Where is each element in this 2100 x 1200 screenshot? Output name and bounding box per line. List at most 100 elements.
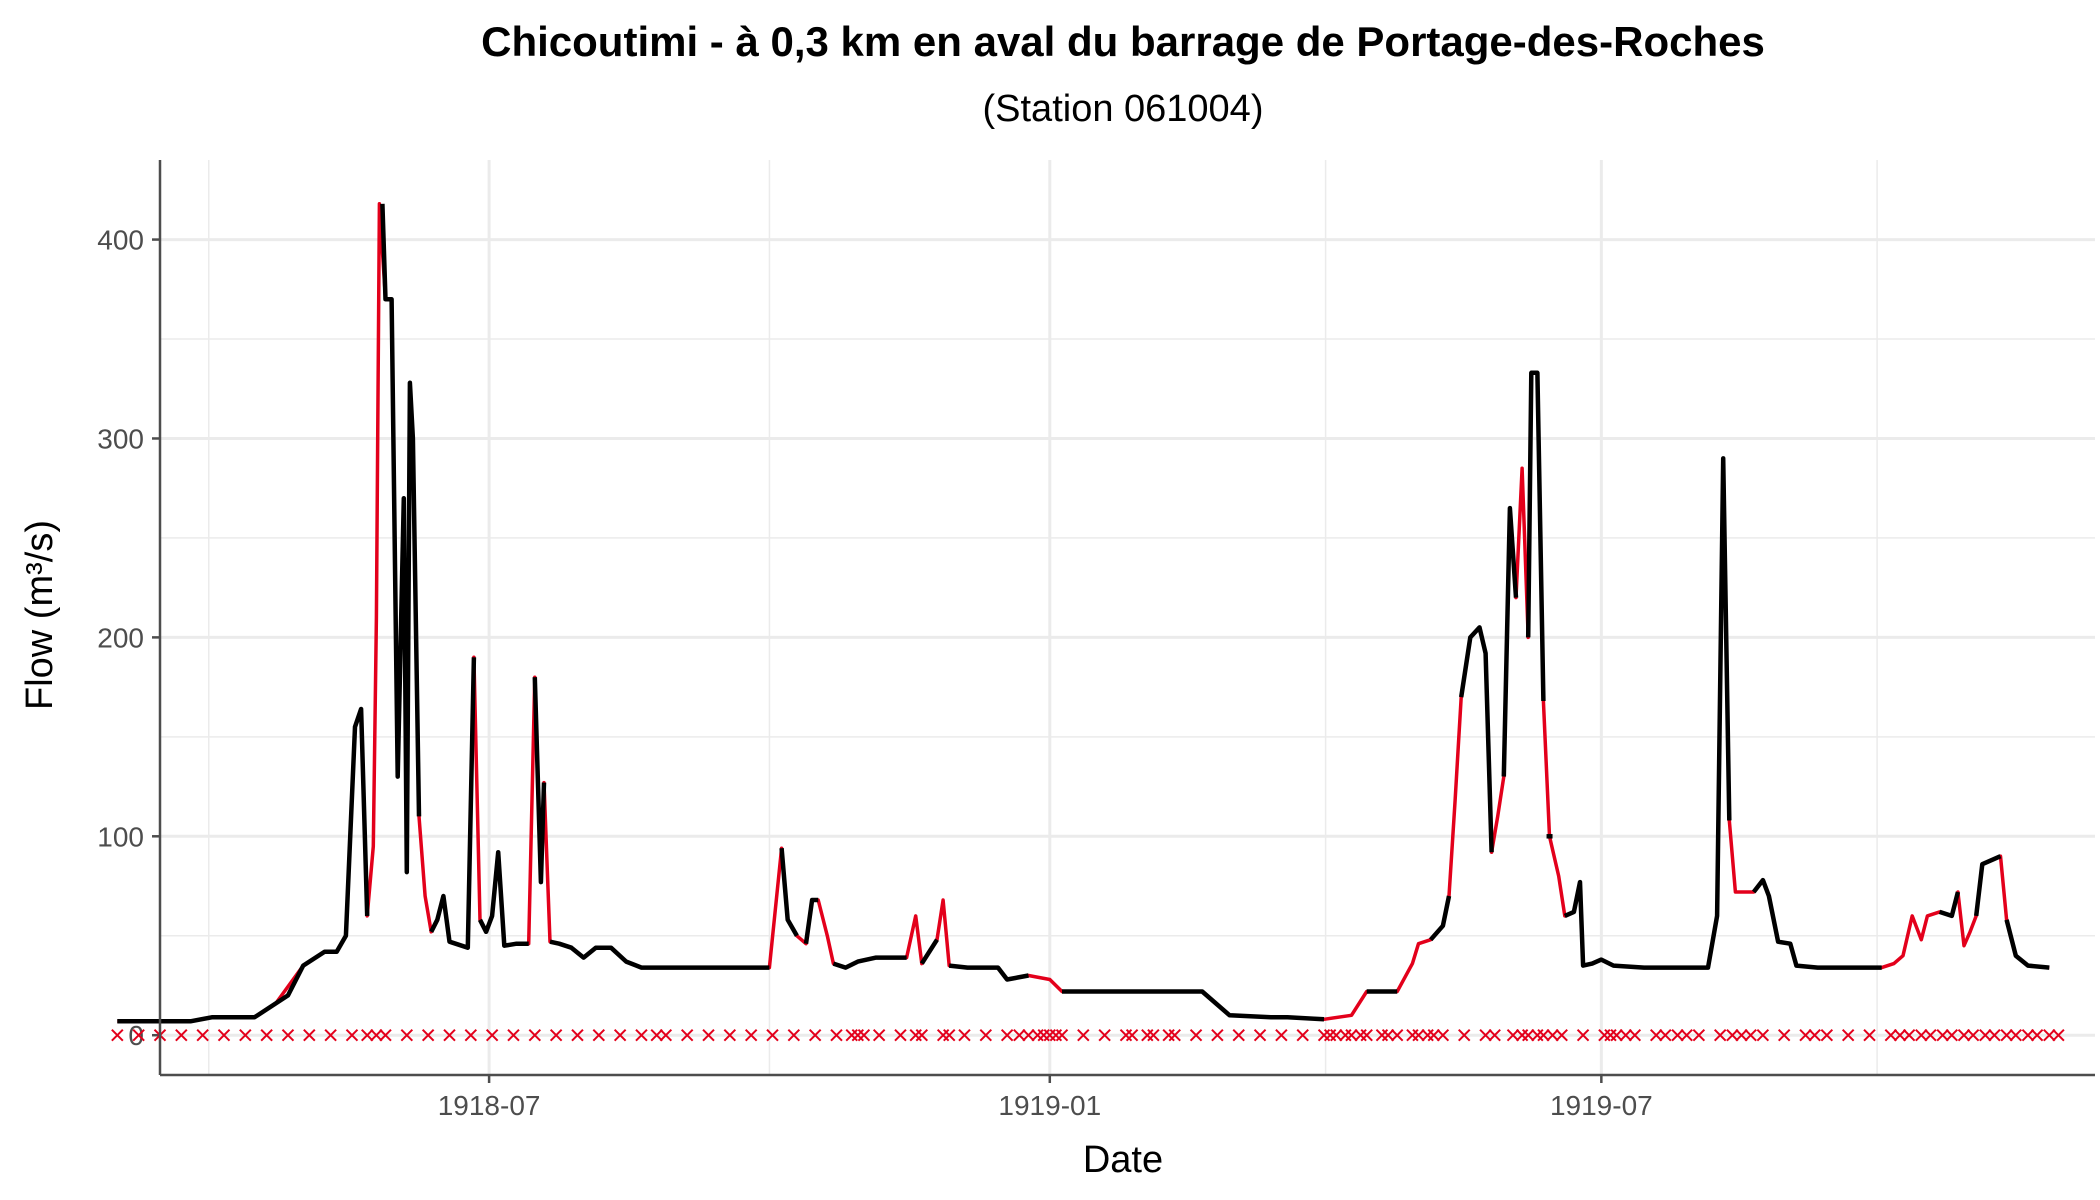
missing-data-marker [702,1029,715,1042]
missing-data-marker [744,1029,758,1042]
missing-data-marker [370,1029,383,1042]
missing-data-marker [1915,1029,1928,1042]
missing-data-marker [1522,1029,1535,1042]
missing-data-marker [1841,1029,1855,1042]
missing-data-marker [857,1029,871,1042]
missing-data-marker [723,1029,737,1042]
series-line-black [1062,989,1325,1022]
missing-data-marker [1979,1029,1992,1042]
missing-data-marker [1360,1029,1373,1042]
missing-data-marker [1055,1029,1069,1042]
missing-data-marker [443,1029,456,1042]
series-line-black [1458,625,1494,853]
series-line-black [832,955,907,970]
x-tick-label: 1919-01 [998,1090,1101,1121]
series-line-black [1938,891,1961,919]
missing-data-marker [1924,1029,1937,1042]
series-line-black [117,706,370,1024]
missing-data-marker [1726,1029,1739,1042]
missing-data-marker [361,1029,374,1042]
missing-data-marker [1555,1029,1568,1042]
missing-data-marker [894,1029,907,1042]
missing-data-marker [1893,1029,1907,1042]
series-line-black [429,657,477,950]
y-tick-label: 300 [97,423,144,454]
missing-data-marker [421,1029,435,1042]
missing-data-marker [1436,1029,1450,1042]
missing-data-marker [1649,1029,1663,1042]
missing-data-marker [1546,1029,1559,1042]
missing-data-marker [196,1029,209,1042]
missing-data-marker [1253,1029,1267,1042]
missing-data-marker [1330,1029,1343,1042]
missing-data-marker [1988,1029,2001,1042]
missing-data-marker [1820,1029,1834,1042]
series-line-black [549,939,770,970]
missing-data-marker [111,1029,124,1042]
missing-data-marker [613,1029,627,1042]
series-line-black [803,897,819,945]
missing-data-marker [1232,1029,1245,1042]
missing-data-marker [2043,1029,2056,1042]
missing-data-marker [2009,1029,2022,1042]
missing-data-marker [303,1029,316,1042]
missing-data-marker [2000,1029,2013,1042]
missing-data-marker [979,1029,993,1042]
missing-data-marker [345,1029,359,1042]
missing-data-marker [1692,1029,1706,1042]
missing-data-marker [2052,1029,2065,1042]
missing-data-marker [872,1029,886,1042]
y-tick-label: 200 [97,622,144,653]
missing-data-marker [1628,1029,1642,1042]
missing-data-marker [1799,1029,1812,1042]
missing-data-marker [1671,1029,1684,1042]
missing-data-marker [1713,1029,1727,1042]
missing-data-marker [659,1029,673,1042]
missing-data-marker [239,1029,252,1042]
series-line-black [477,849,529,948]
marker-layer [111,1029,2065,1042]
series-line-black [1501,505,1519,777]
axis-ticks: 0 100 200 300 400 1918-07 1919-01 1919-07 [97,225,1652,1121]
missing-data-marker [1479,1029,1492,1042]
series-line-black [1525,370,1546,702]
missing-data-marker [2030,1029,2044,1042]
missing-data-marker [1168,1029,1181,1042]
missing-data-marker [1735,1029,1748,1042]
missing-data-marker [808,1029,822,1042]
missing-data-marker [217,1029,231,1042]
series-line-black [948,963,1029,982]
missing-data-marker [1381,1029,1395,1042]
missing-data-marker [1211,1029,1224,1042]
missing-data-marker [528,1029,542,1042]
x-tick-label: 1918-07 [438,1090,541,1121]
missing-data-marker [324,1029,337,1042]
missing-data-marker [1537,1029,1550,1042]
missing-data-marker [485,1029,499,1042]
chart-title: Chicoutimi - à 0,3 km en aval du barrage… [481,18,1765,65]
missing-data-marker [1013,1029,1026,1042]
missing-data-marker [680,1029,694,1042]
missing-data-marker [549,1029,563,1042]
missing-data-marker [958,1029,971,1042]
missing-data-marker [1022,1029,1035,1042]
missing-data-marker [1936,1029,1949,1042]
missing-data-marker [571,1029,584,1042]
missing-data-marker [1488,1029,1501,1042]
missing-data-marker [1506,1029,1520,1042]
missing-data-marker [1125,1029,1139,1042]
missing-data-marker [1945,1029,1958,1042]
series-line-black [2004,919,2050,970]
missing-data-marker [1412,1029,1425,1042]
missing-data-marker [1345,1029,1358,1042]
missing-data-marker [1744,1029,1757,1042]
series-line-black [779,848,799,937]
missing-data-marker [1000,1029,1014,1042]
missing-data-marker [1957,1029,1971,1042]
missing-data-marker [1619,1029,1632,1042]
series-layer [117,202,2050,1024]
missing-data-marker [1275,1029,1288,1042]
missing-data-marker [1390,1029,1404,1042]
chart-subtitle: (Station 061004) [983,88,1264,130]
